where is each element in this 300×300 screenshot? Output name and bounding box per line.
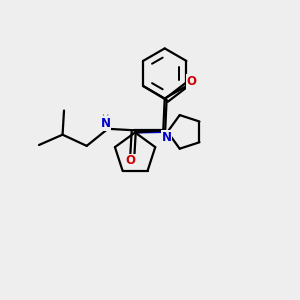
Text: N: N [162,131,172,144]
Text: O: O [186,75,196,88]
Text: H: H [102,114,109,124]
Text: N: N [100,117,110,130]
Text: O: O [126,154,136,167]
